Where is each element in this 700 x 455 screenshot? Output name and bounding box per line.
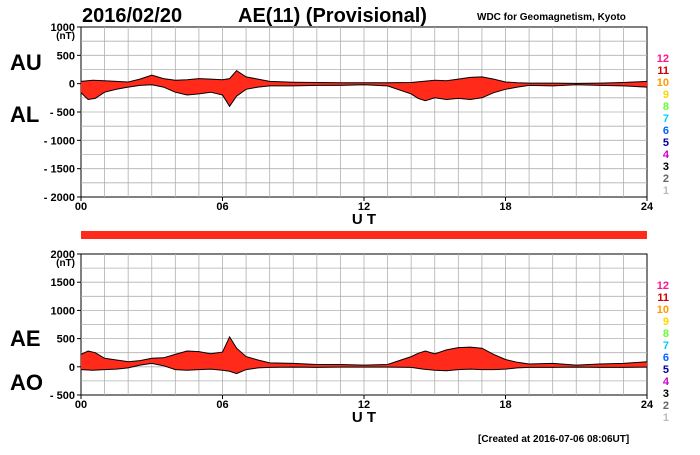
station-count-label: 1 [663,185,669,197]
y-tick-label: - 1500 [44,164,75,176]
series-lower-line [80,84,648,108]
panel-1: 2000 1500 1000 500 0 - 500 (nT) 00 06 12 18 24 U T AE… [10,249,654,426]
station-count-label: 8 [663,328,669,340]
y-unit-label: (nT) [56,31,75,42]
series-lower-line [80,362,648,375]
series-upper-line [80,69,648,84]
station-count-label: 9 [663,316,669,328]
series-label-lower: AO [10,370,43,395]
y-tick-label: 1000 [51,305,75,317]
station-count-label: 6 [663,125,669,137]
x-axis-label: U T [352,409,376,426]
station-count-label: 3 [663,161,669,173]
series-fill [81,336,647,374]
station-count-label: 11 [657,292,669,304]
index-title: AE(11) (Provisional) [238,5,427,27]
x-tick-label: 00 [75,201,87,213]
station-count-label: 5 [663,137,669,149]
y-tick-label: 0 [69,362,75,374]
x-tick-label: 00 [75,399,87,411]
panel-0: 1000 500 0 - 500 - 1000 - 1500 - 2000 (nT) 00 06 1… [10,22,654,228]
series-label-upper: AE [10,326,41,351]
y-unit-label: (nT) [56,258,75,269]
station-count-label: 10 [657,304,669,316]
y-tick-label: 2000 [51,249,75,261]
series-upper-line [80,335,648,366]
station-count-label: 8 [663,101,669,113]
footer-created: [Created at 2016-07-06 08:06UT] [478,434,629,445]
series-label-upper: AU [10,50,42,75]
station-count-label: 10 [657,77,669,89]
x-axis-label: U T [352,211,376,228]
x-tick-label: 12 [358,201,370,213]
station-count-label: 4 [663,376,670,388]
y-tick-label: 1500 [51,277,75,289]
station-count-label: 5 [663,364,669,376]
y-tick-label: 500 [57,50,75,62]
y-tick-label: 500 [57,334,75,346]
station-count-label: 2 [663,173,669,185]
series-fill [81,70,647,107]
station-count-label: 11 [657,65,669,77]
station-count-label: 9 [663,89,669,101]
station-count-label: 6 [663,352,669,364]
x-tick-label: 06 [216,201,228,213]
y-tick-label: - 2000 [44,192,75,204]
y-tick-label: 1000 [51,22,75,34]
org-label: WDC for Geomagnetism, Kyoto [477,12,626,23]
y-tick-label: 0 [69,79,75,91]
y-tick-label: - 1000 [44,135,75,147]
x-tick-label: 18 [499,201,511,213]
date-title: 2016/02/20 [82,5,182,27]
x-tick-label: 06 [216,399,228,411]
station-count-label: 7 [663,113,669,125]
y-tick-label: - 500 [50,107,75,119]
y-tick-label: - 500 [50,390,75,402]
station-count-label: 12 [657,53,669,65]
x-tick-label: 18 [499,399,511,411]
station-count-label: 3 [663,388,669,400]
station-count-label: 2 [663,400,669,412]
station-count-label: 7 [663,340,669,352]
x-tick-label: 24 [641,201,654,213]
series-label-lower: AL [10,102,39,127]
x-tick-label: 12 [358,399,370,411]
station-count-label: 4 [663,149,670,161]
x-tick-label: 24 [641,399,654,411]
station-count-label: 12 [657,280,669,292]
separator-bar [81,231,647,239]
station-count-label: 1 [663,412,669,424]
